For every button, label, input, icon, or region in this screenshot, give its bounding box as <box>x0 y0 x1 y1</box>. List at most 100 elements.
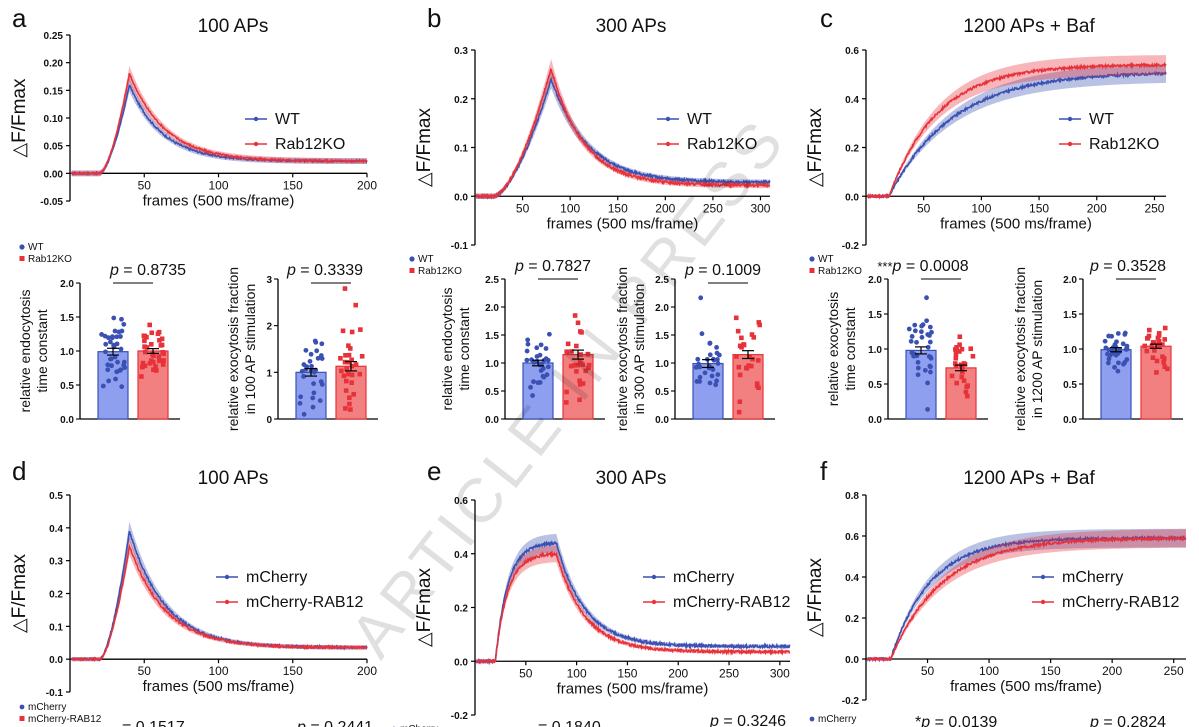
data-point <box>747 354 752 359</box>
series-line <box>70 543 368 662</box>
fragment-value: = 0.0139 <box>935 714 998 727</box>
bar-chart-b2: 0.0 0.5 1.0 1.5 2.0 2.5 relative exocytosis fr… <box>614 262 775 431</box>
data-point <box>347 346 353 351</box>
legend-label: WT <box>818 254 834 265</box>
series-line <box>866 70 1167 199</box>
p-symbol: p <box>709 713 723 727</box>
p-value: p = 0.1009 <box>684 262 761 279</box>
y-tick-label: 1.5 <box>655 331 669 342</box>
x-tick-label: 50 <box>138 664 152 678</box>
data-point <box>524 348 530 354</box>
p-value: p = 0.3339 <box>286 262 363 279</box>
data-point <box>918 329 924 335</box>
legend-label: WT <box>1089 111 1114 128</box>
data-point <box>750 356 755 362</box>
y-tick-label: 0 <box>266 415 272 426</box>
x-axis-label: frames (500 ms/frame) <box>143 192 295 209</box>
series-line <box>475 540 791 666</box>
data-point <box>748 363 754 369</box>
x-tick-label: 200 <box>1102 664 1122 678</box>
y-tick-label: 0.4 <box>845 573 859 584</box>
data-point <box>927 339 933 345</box>
panel-letter: d <box>12 456 26 486</box>
data-point <box>150 351 155 357</box>
data-point <box>1142 343 1148 349</box>
y-tick-label: 0.0 <box>868 415 882 426</box>
data-point <box>737 372 743 378</box>
series-line <box>866 534 1187 663</box>
x-tick-label: 150 <box>617 666 637 680</box>
data-point <box>346 371 351 377</box>
data-point <box>105 335 111 341</box>
data-point <box>1116 360 1121 366</box>
series-line <box>475 76 771 200</box>
data-point <box>319 341 325 347</box>
bar <box>692 362 724 420</box>
data-point <box>118 346 124 352</box>
fragment-text: mCherry <box>400 724 438 727</box>
data-point <box>583 368 589 374</box>
data-point <box>702 370 708 376</box>
y-tick-label: 0.0 <box>60 415 74 426</box>
cropped-label-stub <box>1022 713 1030 727</box>
data-point <box>1155 335 1161 341</box>
panel-letter: c <box>820 3 833 33</box>
data-point <box>927 333 932 338</box>
data-point <box>529 357 534 363</box>
data-point <box>919 334 925 340</box>
y-tick-label: 0.0 <box>49 655 63 666</box>
x-tick-label: 300 <box>770 666 790 680</box>
fragment-value: mCherry <box>28 702 66 713</box>
legend-marker <box>409 256 415 262</box>
y-tick-label: -0.1 <box>451 241 469 252</box>
data-point <box>103 341 109 347</box>
data-point <box>1115 368 1121 374</box>
data-point <box>912 322 918 328</box>
y-axis-label: in 300 AP stimulation <box>631 284 647 415</box>
data-point <box>578 352 583 357</box>
y-tick-label: -0.05 <box>40 197 63 208</box>
y-tick-label: 0.25 <box>44 31 64 42</box>
y-tick-label: 1.5 <box>60 313 74 324</box>
data-point <box>577 358 583 364</box>
chart-c: c 1200 APs + Baf -0.2 0.0 0.2 0.4 0.6 50 100 150 2… <box>805 3 1167 252</box>
legend-label: WT <box>418 254 434 265</box>
legend-label: mCherry-RAB12 <box>246 594 363 611</box>
p-symbol: p <box>920 714 934 727</box>
y-axis-label: time constant <box>34 309 50 392</box>
data-point <box>953 355 959 361</box>
data-point <box>755 358 761 363</box>
fragment-value: = 0.1840 <box>538 719 601 727</box>
x-axis-label: frames (500 ms/frame) <box>557 680 709 697</box>
data-point <box>346 343 351 348</box>
data-point <box>147 360 153 366</box>
data-point <box>920 322 926 328</box>
data-point <box>540 373 546 379</box>
data-point <box>149 342 154 347</box>
y-tick-label: 0.2 <box>845 144 859 155</box>
y-tick-label: -0.2 <box>451 711 469 722</box>
y-tick-label: 0.8 <box>845 491 859 502</box>
legend-label: Rab12KO <box>275 136 345 153</box>
fragment-value: = 0.2824 <box>1103 714 1166 727</box>
data-point <box>160 362 166 367</box>
legend-marker <box>1040 599 1046 605</box>
legend-marker <box>651 599 657 605</box>
data-point <box>954 380 959 386</box>
data-point <box>960 369 965 375</box>
x-tick-label: 200 <box>357 664 377 678</box>
data-point <box>303 347 309 353</box>
y-tick-label: 2.0 <box>1063 275 1077 286</box>
data-point <box>928 369 933 375</box>
bar-chart-a2: 0 1 2 3 relative exocytosis fraction in 100 A… <box>225 262 378 431</box>
y-tick-label: 0.0 <box>845 192 859 203</box>
data-point <box>1165 366 1170 372</box>
legend-marker <box>19 244 25 250</box>
data-point <box>140 360 146 366</box>
data-point <box>744 365 749 371</box>
data-point <box>924 318 930 324</box>
data-point <box>575 362 580 368</box>
data-point <box>961 378 967 383</box>
p-symbol: p <box>286 262 300 279</box>
x-tick-label: 250 <box>1144 201 1164 215</box>
